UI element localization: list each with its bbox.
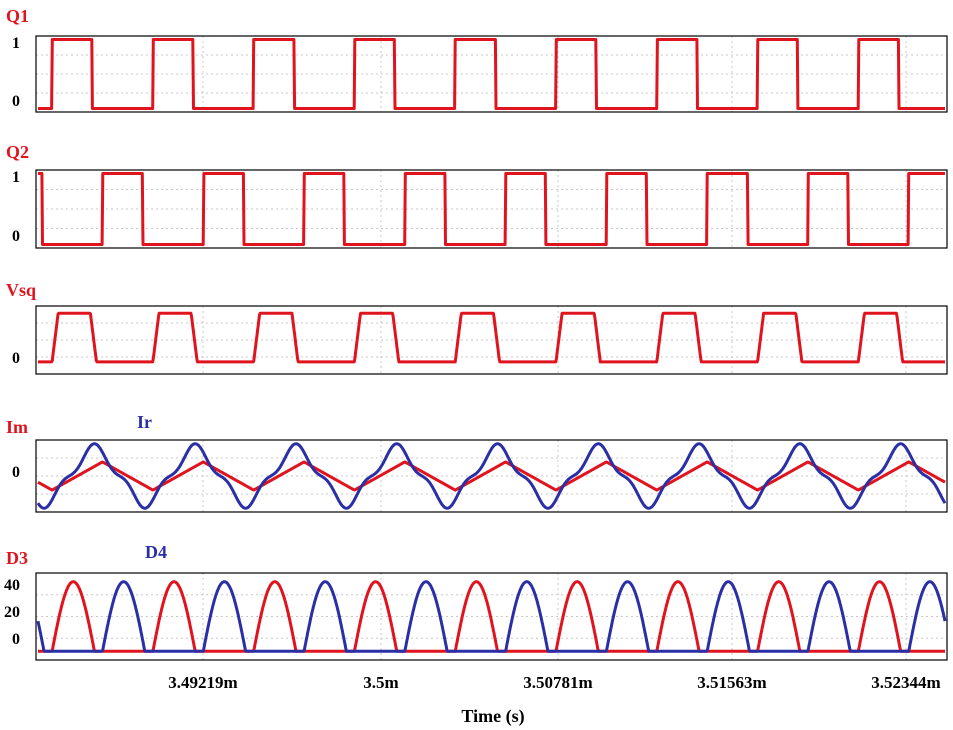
panel-q1: Q1 1 0 (6, 6, 948, 113)
plot-area-vsq (35, 305, 948, 375)
plot-frame (35, 35, 948, 113)
x-tick-label: 3.51563m (697, 673, 766, 692)
plot-area-q1 (35, 35, 948, 113)
panel-vsq: Vsq 0 (6, 280, 948, 375)
legend-q1: Q1 (6, 6, 29, 26)
x-tick-label: 3.5m (363, 673, 398, 692)
panel-d3-d4: D3 D4 40 20 0 (4, 542, 948, 661)
x-axis: 3.49219m 3.5m 3.50781m 3.51563m 3.52344m… (168, 673, 940, 727)
panel-im-ir: Im Ir 0 (6, 412, 948, 513)
series-line-d4 (36, 580, 947, 653)
y-tick-label: 0 (12, 464, 20, 481)
plot-frame (35, 305, 948, 375)
y-tick-label: 0 (12, 631, 20, 648)
y-tick-label: 0 (12, 228, 20, 245)
x-tick-label: 3.49219m (168, 673, 237, 692)
plot-area-q2 (35, 169, 948, 249)
y-tick-label: 0 (12, 350, 20, 367)
plot-frame (35, 572, 948, 661)
series-line-im (37, 460, 946, 492)
x-axis-title: Time (s) (461, 706, 524, 727)
panel-q2: Q2 1 0 (6, 142, 948, 249)
plot-frame (35, 439, 948, 513)
y-tick-label: 1 (12, 169, 20, 186)
y-tick-label: 40 (4, 577, 20, 594)
plot-frame (35, 169, 948, 249)
legend-ir: Ir (137, 412, 152, 432)
x-tick-label: 3.50781m (523, 673, 592, 692)
legend-q2: Q2 (6, 142, 29, 162)
series-line-d3 (37, 580, 946, 653)
plot-area-d3-d4 (35, 572, 948, 661)
legend-vsq: Vsq (6, 280, 36, 300)
legend-im: Im (6, 417, 28, 437)
series-line-ir (36, 442, 947, 510)
series-line-q1 (37, 38, 946, 110)
y-tick-label: 20 (4, 604, 20, 621)
x-tick-label: 3.52344m (871, 673, 940, 692)
series-line-vsq (37, 311, 946, 364)
legend-d3: D3 (6, 548, 28, 568)
y-tick-label: 0 (12, 93, 20, 110)
plot-area-im-ir (35, 439, 948, 513)
series-line-q2 (37, 172, 946, 246)
legend-d4: D4 (145, 542, 167, 562)
y-tick-label: 1 (12, 35, 20, 52)
